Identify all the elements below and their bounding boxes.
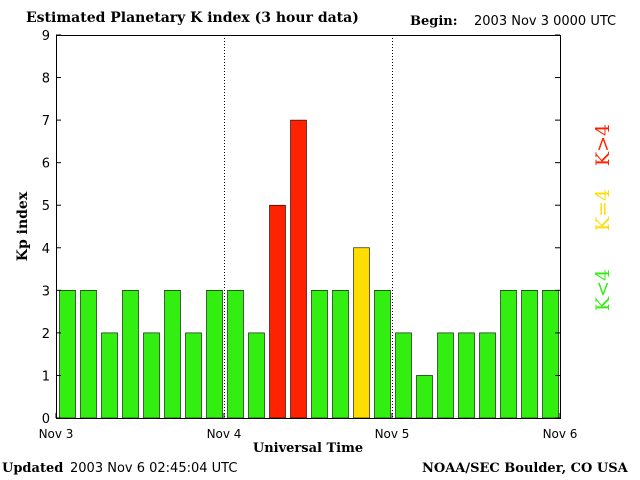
plot-frame bbox=[56, 35, 561, 419]
x-tick-label: Nov 3 bbox=[39, 427, 74, 441]
kp-bar bbox=[542, 290, 559, 419]
x-axis-label: Universal Time bbox=[253, 441, 363, 456]
y-tick-label: 5 bbox=[42, 199, 50, 214]
legend-item: K<4 bbox=[592, 269, 614, 311]
kp-bar bbox=[101, 332, 118, 419]
y-tick-label: 1 bbox=[42, 369, 50, 384]
chart-title: Estimated Planetary K index (3 hour data… bbox=[26, 10, 359, 26]
kp-bar bbox=[374, 290, 391, 419]
updated-label: Updated bbox=[2, 461, 64, 476]
y-axis: 0 1 2 3 4 5 6 7 8 9 bbox=[42, 29, 560, 427]
kp-bar bbox=[458, 332, 475, 419]
kp-bar bbox=[143, 332, 160, 419]
x-tick-label: Nov 4 bbox=[207, 427, 242, 441]
x-axis: Nov 3 Nov 4 Nov 5 Nov 6 bbox=[39, 413, 578, 441]
bars-group bbox=[59, 119, 559, 419]
x-tick-label: Nov 5 bbox=[375, 427, 410, 441]
x-tick-label: Nov 6 bbox=[543, 427, 578, 441]
kp-bar bbox=[500, 290, 517, 419]
kp-bar bbox=[80, 290, 97, 419]
kp-bar bbox=[311, 290, 328, 419]
day-dividers bbox=[224, 35, 393, 418]
credit-text: NOAA/SEC Boulder, CO USA bbox=[422, 461, 628, 476]
y-tick-label: 2 bbox=[42, 327, 50, 342]
y-tick-label: 9 bbox=[42, 29, 50, 44]
kp-bar bbox=[248, 332, 265, 419]
y-tick-label: 6 bbox=[42, 157, 50, 172]
begin-label: Begin: bbox=[410, 14, 458, 29]
kp-bar bbox=[227, 290, 244, 419]
kp-bar bbox=[332, 290, 349, 419]
updated-timestamp: 2003 Nov 6 02:45:04 UTC bbox=[70, 461, 238, 476]
begin-date: 2003 Nov 3 0000 UTC bbox=[474, 14, 617, 29]
y-axis-label: Kp index bbox=[15, 191, 31, 261]
kp-bar bbox=[164, 290, 181, 419]
y-tick-label: 4 bbox=[42, 242, 50, 257]
kp-bar bbox=[437, 332, 454, 419]
kp-bar bbox=[479, 332, 496, 419]
kp-bar bbox=[206, 290, 223, 419]
y-tick-label: 0 bbox=[42, 412, 50, 427]
kp-bar bbox=[185, 332, 202, 419]
kp-bar bbox=[59, 290, 76, 419]
kp-bar bbox=[122, 290, 139, 419]
legend-item: K>4 bbox=[592, 124, 614, 166]
legend: K<4 K=4 K>4 bbox=[592, 124, 614, 311]
kp-bar bbox=[290, 119, 307, 419]
kp-bar bbox=[521, 290, 538, 419]
y-tick-label: 8 bbox=[42, 72, 50, 87]
kp-bar bbox=[416, 375, 433, 419]
y-tick-label: 3 bbox=[42, 284, 50, 299]
kp-bar bbox=[395, 332, 412, 419]
kp-bar bbox=[353, 247, 370, 419]
kp-bar bbox=[269, 204, 286, 419]
legend-item: K=4 bbox=[592, 189, 614, 231]
y-tick-label: 7 bbox=[42, 114, 50, 129]
